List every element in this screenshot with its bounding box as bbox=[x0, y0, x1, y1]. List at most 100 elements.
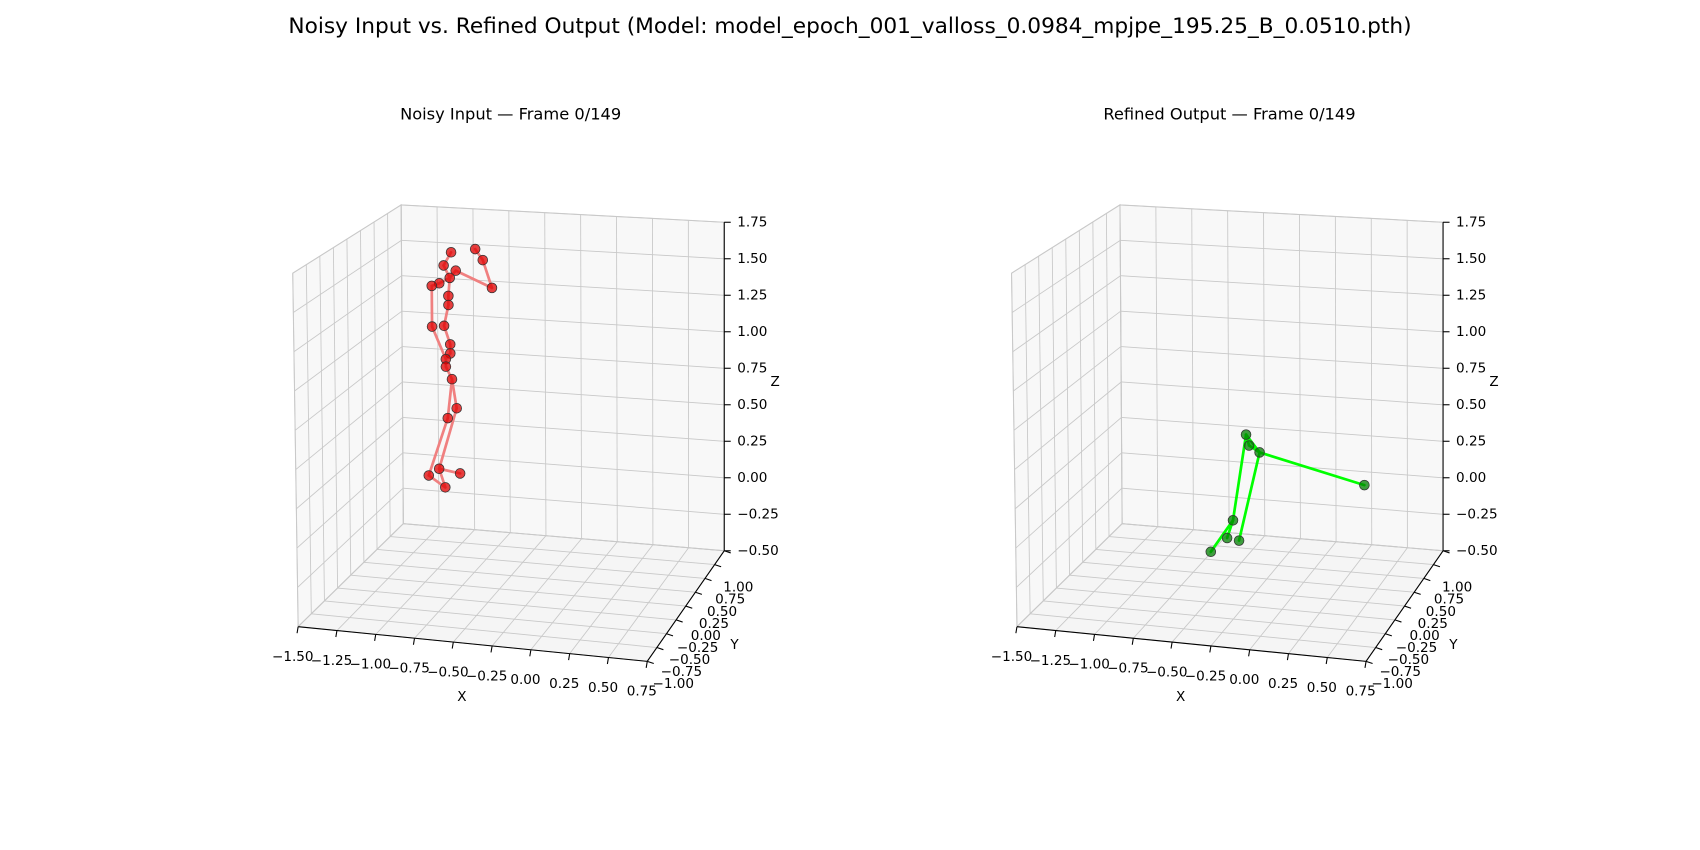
joint bbox=[443, 299, 454, 311]
z-axis-label: Z bbox=[771, 374, 780, 390]
grid-line bbox=[402, 381, 725, 406]
x-tick-label: −0.25 bbox=[1185, 668, 1227, 684]
grid-line bbox=[1092, 221, 1097, 550]
grid-line bbox=[401, 310, 725, 333]
x-tick-label: 0.00 bbox=[1229, 672, 1259, 688]
x-tick-label: −0.25 bbox=[466, 668, 508, 684]
tick-mark bbox=[704, 577, 712, 582]
tick-mark bbox=[675, 619, 683, 623]
bone bbox=[1231, 433, 1248, 522]
tick-mark bbox=[685, 605, 693, 609]
grid-line bbox=[1299, 214, 1301, 539]
x-tick-label: 0.50 bbox=[588, 680, 618, 696]
tick-mark bbox=[1423, 577, 1431, 582]
z-tick-label: 0.25 bbox=[737, 433, 767, 449]
joint bbox=[426, 280, 437, 292]
x-tick-label: −1.25 bbox=[1030, 653, 1072, 669]
y-axis-label: Y bbox=[729, 637, 739, 653]
x-tick-label: −0.50 bbox=[1146, 664, 1188, 680]
tick-mark bbox=[1394, 619, 1402, 623]
y-axis bbox=[646, 550, 725, 662]
grid-line bbox=[319, 256, 325, 601]
z-tick-label: 1.25 bbox=[737, 287, 767, 303]
y-tick-label: 0.25 bbox=[699, 616, 729, 632]
grid-line bbox=[1121, 452, 1444, 479]
grid-line bbox=[1121, 416, 1444, 442]
grid-line bbox=[376, 548, 706, 579]
tick-mark bbox=[412, 638, 416, 645]
z-tick-label: 1.75 bbox=[737, 214, 767, 230]
joint bbox=[1227, 515, 1239, 526]
grid-line bbox=[296, 452, 404, 549]
tick-mark bbox=[1092, 634, 1096, 641]
z-tick-label: 1.50 bbox=[737, 251, 767, 267]
x-tick-label: −1.00 bbox=[350, 657, 392, 673]
joint bbox=[444, 339, 456, 350]
x-axis bbox=[1016, 626, 1367, 662]
z-tick-label: 0.50 bbox=[1456, 397, 1486, 413]
grid-line bbox=[1016, 523, 1123, 627]
x-tick-label: 0.00 bbox=[510, 672, 540, 688]
grid-line bbox=[293, 239, 402, 313]
joint bbox=[1205, 546, 1217, 558]
grid-line bbox=[580, 214, 583, 539]
x-tick-label: 0.25 bbox=[1268, 676, 1298, 692]
z-tick-label: −0.25 bbox=[737, 506, 779, 522]
grid-line bbox=[1120, 346, 1444, 369]
bone bbox=[437, 406, 459, 471]
tick-mark bbox=[647, 660, 654, 665]
grid-line bbox=[373, 221, 378, 550]
grid-line bbox=[1105, 213, 1110, 537]
joint bbox=[451, 402, 462, 414]
joint bbox=[477, 254, 489, 266]
joint bbox=[446, 373, 458, 385]
y-tick-label: −0.75 bbox=[1379, 664, 1421, 680]
y-tick-label: 0.50 bbox=[707, 604, 737, 620]
tick-mark bbox=[1286, 653, 1290, 661]
tick-mark bbox=[1385, 633, 1392, 637]
joint bbox=[433, 463, 445, 475]
x-tick-label: −0.50 bbox=[427, 664, 469, 680]
y-tick-label: −0.50 bbox=[1388, 652, 1430, 668]
grid-line bbox=[1119, 204, 1444, 223]
joint bbox=[440, 361, 452, 372]
tick-mark bbox=[568, 653, 571, 661]
grid-line bbox=[332, 247, 339, 589]
grid-line bbox=[1122, 523, 1444, 552]
joint bbox=[469, 243, 481, 255]
z-tick-label: 0.75 bbox=[1456, 360, 1486, 376]
grid-line bbox=[294, 310, 403, 392]
grid-line bbox=[1155, 206, 1159, 527]
grid-line bbox=[1121, 487, 1444, 515]
y-tick-label: 0.50 bbox=[1426, 604, 1456, 620]
tick-mark bbox=[451, 641, 454, 649]
joint bbox=[1221, 532, 1233, 544]
grid-line bbox=[387, 213, 391, 537]
grid-line bbox=[403, 487, 725, 515]
grid-line bbox=[390, 536, 715, 566]
grid-line bbox=[1095, 548, 1424, 579]
grid-line bbox=[1069, 574, 1405, 607]
z-tick-label: 1.75 bbox=[1456, 214, 1486, 230]
grid-line bbox=[1227, 210, 1230, 533]
grid-line bbox=[401, 275, 725, 296]
grid-line bbox=[1056, 587, 1395, 621]
z-tick-label: −0.50 bbox=[737, 543, 779, 559]
grid-line bbox=[403, 523, 725, 552]
grid-line bbox=[1011, 204, 1121, 274]
grid-line bbox=[616, 216, 618, 542]
grid-line bbox=[293, 275, 402, 353]
grid-line bbox=[1263, 212, 1266, 536]
grid-line bbox=[1024, 264, 1031, 614]
grid-line bbox=[1043, 600, 1386, 635]
y-tick-label: 0.00 bbox=[691, 628, 721, 644]
tick-mark bbox=[606, 657, 610, 665]
bone bbox=[446, 377, 454, 420]
y-tick-label: 0.75 bbox=[1434, 592, 1464, 608]
tick-mark bbox=[666, 633, 674, 637]
y-tick-label: −0.50 bbox=[669, 652, 711, 668]
joint bbox=[486, 282, 498, 294]
joint bbox=[438, 260, 449, 271]
y-tick-label: −0.75 bbox=[661, 664, 703, 680]
